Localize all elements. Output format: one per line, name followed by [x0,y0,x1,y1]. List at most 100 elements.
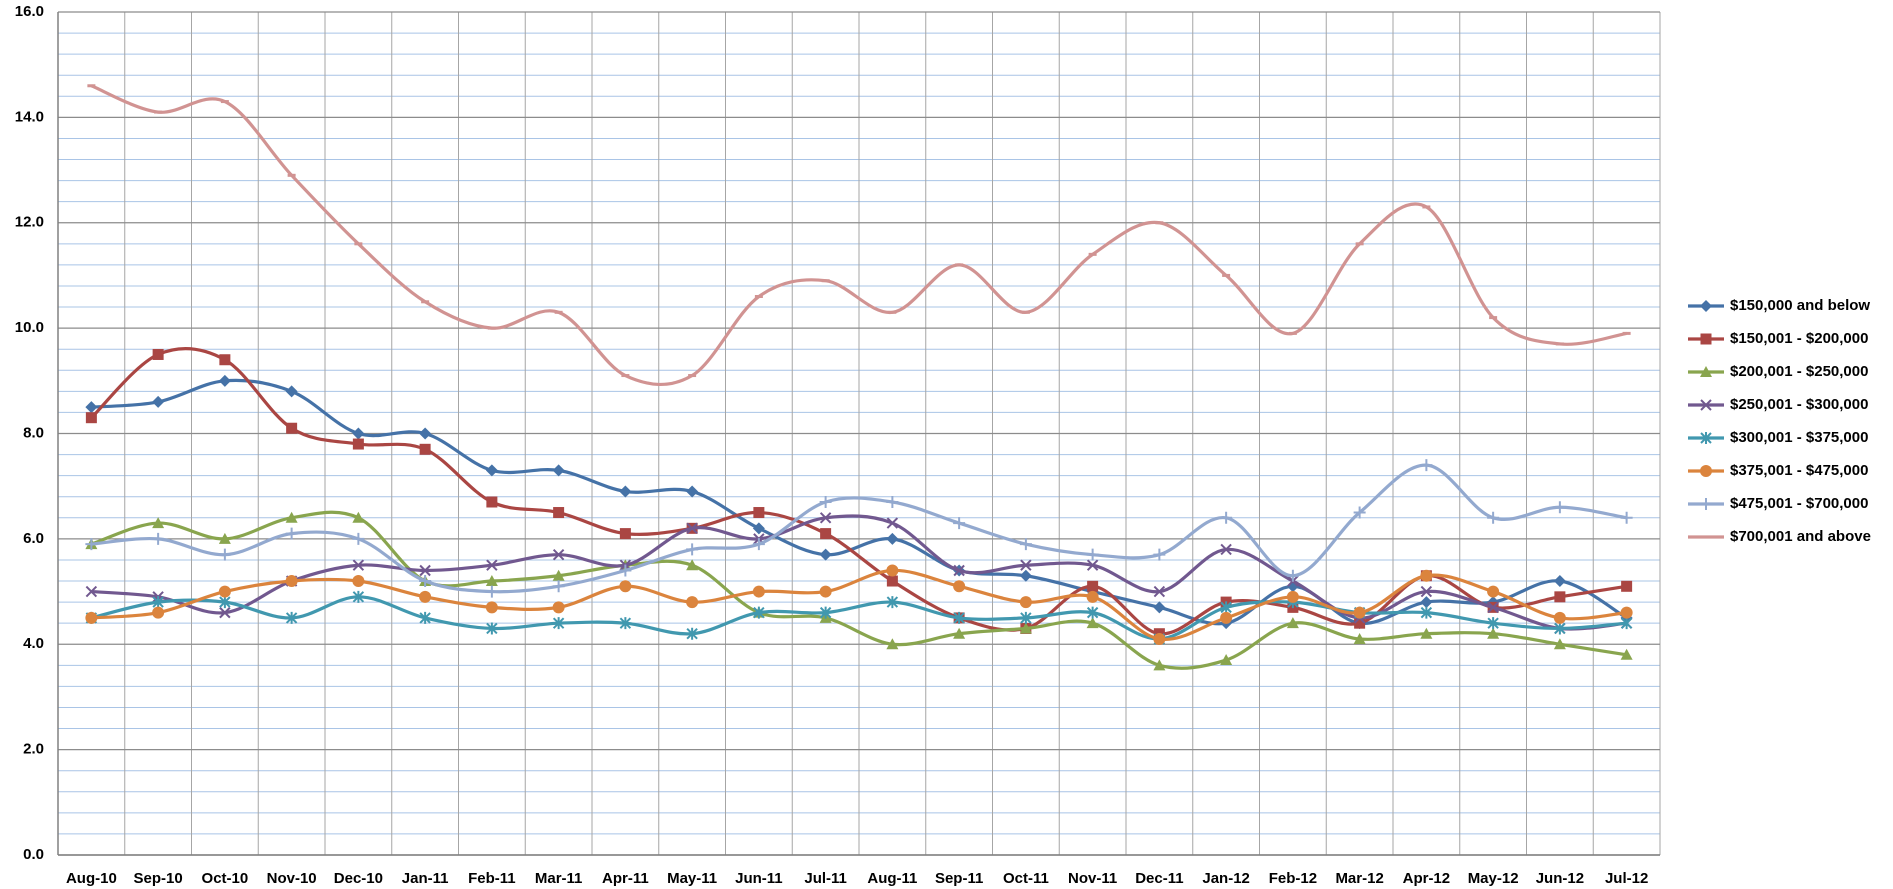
x-tick-label: Jul-11 [804,870,847,887]
marker [686,627,698,640]
marker [419,575,432,588]
legend-label: $150,000 and below [1730,297,1870,314]
marker [619,564,632,577]
legend-item: $475,001 - $700,000 [1688,495,1868,512]
marker [552,580,565,593]
marker [1700,366,1712,377]
marker [686,559,699,571]
marker [485,575,498,587]
marker [886,638,899,650]
marker [886,495,899,508]
marker [285,385,298,398]
marker [285,575,298,588]
series-line [90,347,1627,636]
marker [1700,432,1712,444]
marker [419,427,432,440]
marker [752,538,765,551]
y-tick-label: 6.0 [23,530,44,547]
marker [1554,591,1566,603]
marker [1420,459,1433,472]
y-tick-label: 2.0 [23,741,44,758]
marker [1420,585,1433,598]
marker [1153,632,1166,645]
x-tick-label: Jun-12 [1536,870,1584,887]
marker [85,611,98,624]
marker [1700,399,1712,411]
marker [619,528,631,540]
marker [1553,638,1566,650]
marker [1153,585,1166,598]
series [85,459,1633,598]
x-tick-label: Jan-11 [402,870,449,887]
marker [619,580,632,593]
marker [218,532,231,544]
legend-label: $375,001 - $475,000 [1730,462,1868,479]
marker [486,496,498,508]
marker [486,559,498,571]
x-tick-label: Apr-11 [602,870,649,887]
legend-label: $700,001 and above [1730,528,1871,545]
marker [352,438,364,450]
marker [352,532,365,545]
marker [1019,569,1032,582]
marker [886,575,898,587]
marker [686,522,698,535]
marker [819,585,832,598]
marker [886,532,899,545]
marker [619,617,632,630]
marker [953,611,965,624]
marker [686,543,699,556]
marker [1286,617,1299,629]
marker [1086,559,1099,571]
marker [953,627,966,639]
marker [1700,465,1712,477]
marker [820,528,832,540]
marker [352,427,365,440]
x-tick-label: Mar-11 [535,870,583,887]
marker [753,507,765,519]
marker [552,464,565,477]
marker [1220,654,1233,666]
marker [352,575,365,588]
marker [1420,606,1433,619]
marker [85,412,97,424]
marker [1553,575,1566,588]
marker [1220,601,1232,614]
y-tick-label: 4.0 [23,635,44,652]
marker [1354,617,1366,629]
marker [152,395,165,408]
marker [419,564,431,577]
x-tick-label: Mar-12 [1335,870,1383,887]
marker [819,606,832,619]
marker [219,606,231,619]
marker [1353,506,1366,519]
marker [1700,498,1712,510]
marker [1220,543,1232,556]
marker [752,522,765,535]
marker [553,507,565,519]
x-tick-label: Sep-11 [935,870,983,887]
marker [285,527,298,540]
x-tick-label: Oct-11 [1003,870,1049,887]
marker [552,601,565,614]
x-tick-label: Sep-10 [134,870,183,887]
legend-item: $700,001 and above [1688,528,1871,545]
marker [85,585,98,598]
marker [419,611,431,624]
marker [1086,548,1099,561]
marker [1553,611,1566,624]
marker [85,401,98,414]
marker [152,348,164,360]
marker [752,585,765,598]
marker [686,485,699,498]
marker [352,511,365,523]
marker [1620,606,1633,619]
x-tick-label: Dec-10 [334,870,383,887]
marker [218,548,231,561]
marker [1220,511,1233,524]
marker [1020,559,1032,571]
marker [953,580,966,593]
marker [1220,611,1233,624]
marker [219,596,231,609]
